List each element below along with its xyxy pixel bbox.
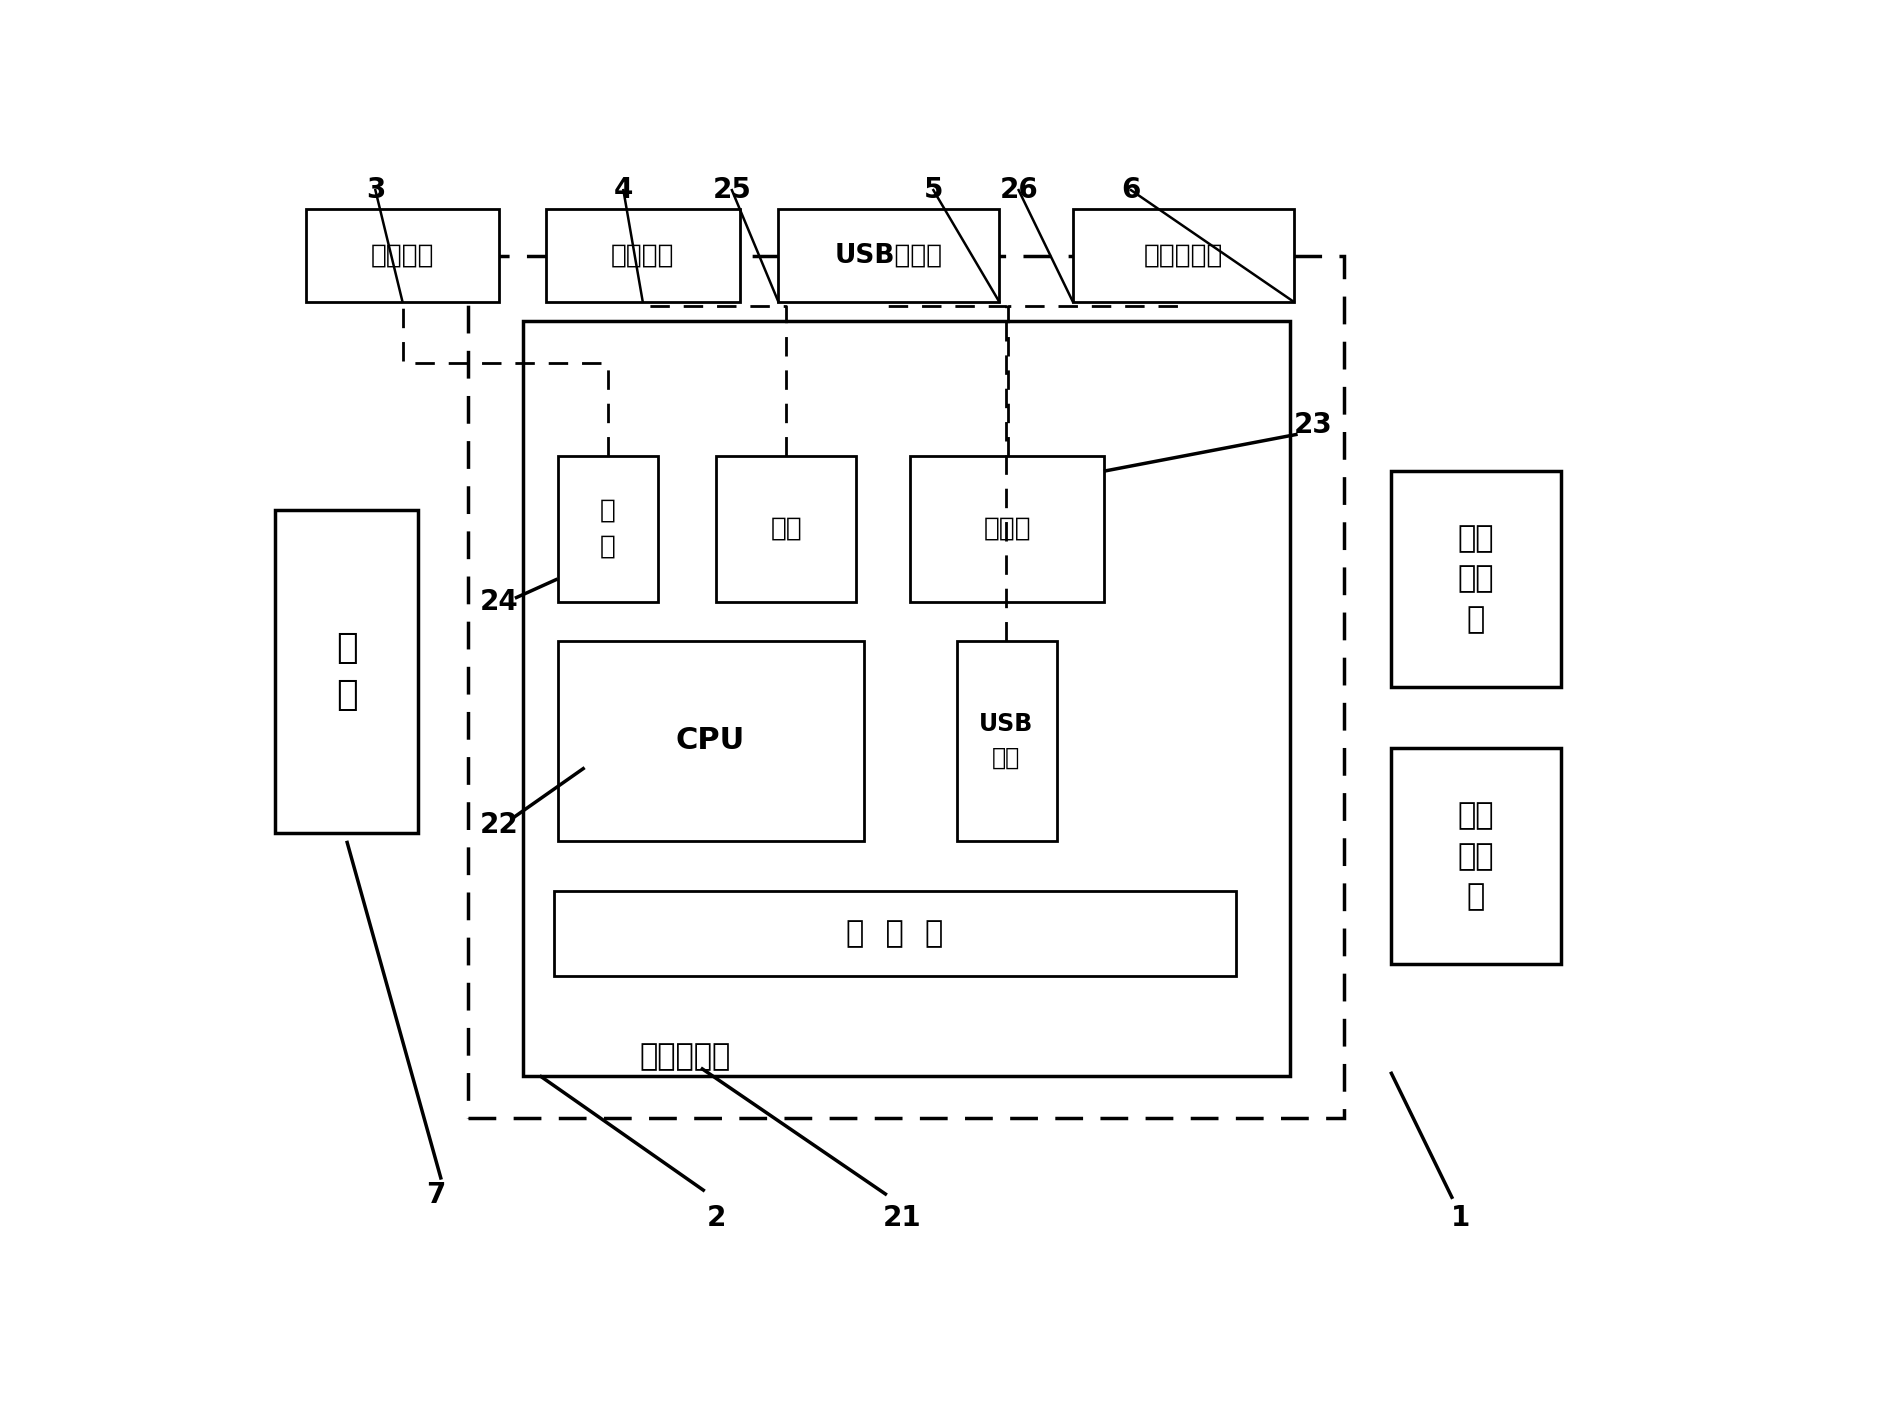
- Text: CPU: CPU: [676, 726, 745, 755]
- Text: 2: 2: [708, 1205, 726, 1232]
- Text: 4: 4: [613, 177, 632, 204]
- Bar: [910, 456, 1104, 602]
- Bar: [1391, 471, 1561, 686]
- Text: 网卡: 网卡: [770, 515, 802, 543]
- Text: 串
口: 串 口: [600, 498, 615, 560]
- Text: 外接串口: 外接串口: [370, 242, 434, 269]
- Bar: [777, 209, 1000, 302]
- Text: 6: 6: [1121, 177, 1140, 204]
- Bar: [545, 209, 740, 302]
- Text: 23: 23: [1294, 412, 1332, 439]
- Text: 电
源: 电 源: [336, 631, 357, 712]
- Text: 7: 7: [426, 1180, 445, 1209]
- Text: USB
接口: USB 接口: [979, 712, 1034, 769]
- Bar: [1391, 749, 1561, 964]
- Bar: [1074, 209, 1294, 302]
- Bar: [717, 456, 857, 602]
- Bar: [557, 456, 659, 602]
- Text: 24: 24: [479, 588, 519, 617]
- Text: 21: 21: [883, 1205, 921, 1232]
- Bar: [553, 891, 1236, 975]
- Text: 25: 25: [713, 177, 751, 204]
- Text: 3: 3: [366, 177, 385, 204]
- Bar: [306, 209, 500, 302]
- Text: USB外接口: USB外接口: [834, 242, 942, 269]
- Text: 电话线接口: 电话线接口: [1144, 242, 1223, 269]
- Text: 5: 5: [923, 177, 944, 204]
- Bar: [468, 255, 1344, 1118]
- Text: 调制
解调
器: 调制 解调 器: [1457, 524, 1495, 634]
- Bar: [523, 320, 1291, 1075]
- Bar: [276, 510, 419, 833]
- Text: 计算机主板: 计算机主板: [640, 1042, 730, 1071]
- Text: 调制
解调
器: 调制 解调 器: [1457, 802, 1495, 911]
- Text: 26: 26: [1000, 177, 1038, 204]
- Text: 存储卡: 存储卡: [983, 515, 1032, 543]
- Text: 22: 22: [479, 812, 519, 839]
- Text: 1: 1: [1451, 1205, 1470, 1232]
- Bar: [557, 641, 864, 840]
- Bar: [957, 641, 1057, 840]
- Text: 网卡接口: 网卡接口: [611, 242, 674, 269]
- Text: 内  存  条: 内 存 条: [845, 918, 944, 948]
